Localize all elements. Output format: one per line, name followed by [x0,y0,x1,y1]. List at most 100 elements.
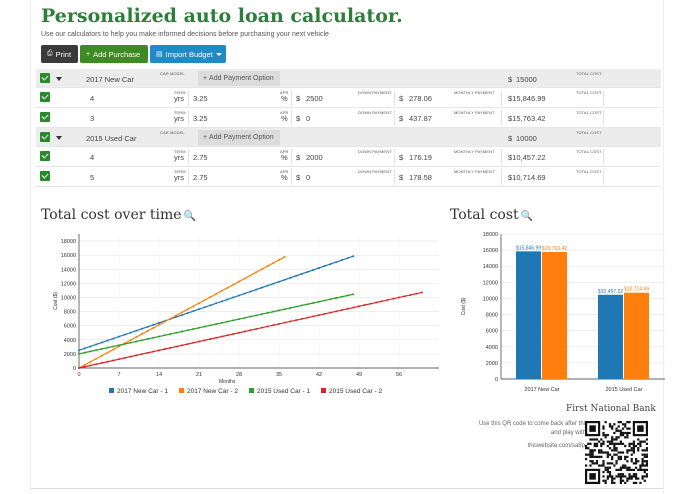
qr-module [641,468,644,472]
down-payment-value[interactable]: 2000 [306,153,323,162]
down-payment-label: DOWN PAYMENT [358,90,392,95]
data-point [175,345,178,348]
down-payment-value[interactable]: 0 [306,173,311,182]
add-purchase-button[interactable]: + Add Purchase [80,45,148,63]
print-button[interactable]: ⎙ Print [41,45,78,63]
import-budget-button[interactable]: ▤ Import Budget [150,45,226,63]
term-value[interactable]: 5 [90,173,95,182]
data-point [392,297,395,300]
option-checkbox[interactable] [40,151,50,161]
qr-module [639,442,642,445]
x-tick-label: 21 [196,372,202,378]
data-point [203,325,206,328]
qr-module [630,460,633,463]
add-payment-option-button[interactable]: + Add Payment Option [198,130,280,145]
qr-module [606,434,609,437]
data-point [112,348,115,351]
plus-icon: + [203,75,210,82]
data-point [135,329,138,332]
apr-value[interactable]: 3.25 [193,114,208,123]
data-point [152,350,155,353]
qr-module [617,457,620,461]
data-point [226,298,229,301]
data-point [243,292,246,295]
data-point [118,344,120,347]
down-payment-label: DOWN PAYMENT [358,169,392,174]
y-tick-label: 12000 [483,280,498,286]
legend-label: 2017 New Car - 1 [117,388,168,395]
qr-module [608,423,612,426]
purchase-checkbox[interactable] [40,73,50,83]
qr-module [608,440,612,443]
data-point [255,288,258,291]
collapse-caret-icon[interactable] [56,77,62,81]
purchase-checkbox[interactable] [40,132,50,142]
data-point [278,280,280,283]
y-tick-label: 2000 [64,352,76,358]
apr-value[interactable]: 3.25 [193,94,208,103]
option-checkbox[interactable] [40,112,50,122]
qr-module [602,434,605,437]
qr-module [600,442,603,445]
monthly-payment-label: MONTHLY PAYMENT [454,169,495,174]
option-checkbox[interactable] [40,92,50,102]
data-point [335,296,338,299]
data-point [95,363,98,366]
qr-module [632,442,636,445]
down-payment-value[interactable]: 2500 [306,94,323,103]
qr-module [624,457,627,461]
qr-module [645,475,648,478]
data-label: $15,846.99 [516,245,541,251]
data-point [323,312,326,315]
qr-module [619,466,622,469]
zoom-icon[interactable]: 🔍 [520,211,534,222]
data-point [220,289,223,292]
data-point [135,336,138,339]
qr-code[interactable] [585,421,648,484]
option-checkbox[interactable] [40,171,50,181]
bar-chart-title: Total cost 🔍 [450,207,533,223]
data-point [260,286,263,289]
zoom-icon[interactable]: 🔍 [183,211,196,222]
purchase-total-cost[interactable]: 15000 [516,75,537,84]
data-point [289,320,292,323]
car-model-value[interactable]: 2017 New Car [86,75,134,84]
qr-url[interactable]: thiswebsite.com/sa8p0mPK1hz [527,443,611,449]
qr-module [632,449,636,452]
apr-value[interactable]: 2.75 [193,173,208,182]
purchase-total-cost[interactable]: 10000 [516,134,537,143]
apr-value[interactable]: 2.75 [193,153,208,162]
x-tick-label: 42 [316,372,322,378]
data-point [146,351,149,354]
bar [624,292,649,379]
collapse-caret-icon[interactable] [56,136,62,140]
qr-module [611,438,614,441]
data-point [95,357,98,360]
qr-module [619,429,622,432]
qr-module [619,440,622,443]
data-point [409,293,412,296]
term-value[interactable]: 4 [90,153,95,162]
divider [501,169,502,185]
qr-module [641,457,644,461]
qr-module [645,449,648,452]
data-point [158,321,160,324]
qr-module [617,429,620,432]
add-payment-option-button[interactable]: + Add Payment Option [198,71,280,86]
down-payment-value[interactable]: 0 [306,114,311,123]
qr-module [643,460,646,463]
currency-symbol: $ [399,114,404,123]
qr-module [639,440,642,443]
qr-module [602,479,605,482]
data-point [352,306,355,309]
qr-module [589,442,592,445]
term-value[interactable]: 3 [90,114,95,123]
data-point [300,272,303,275]
data-point [129,331,132,334]
qr-module [643,470,646,474]
qr-module [632,462,636,465]
term-value[interactable]: 4 [90,94,95,103]
qr-module [621,466,625,469]
car-model-value[interactable]: 2015 Used Car [86,134,137,143]
qr-module [589,455,592,458]
